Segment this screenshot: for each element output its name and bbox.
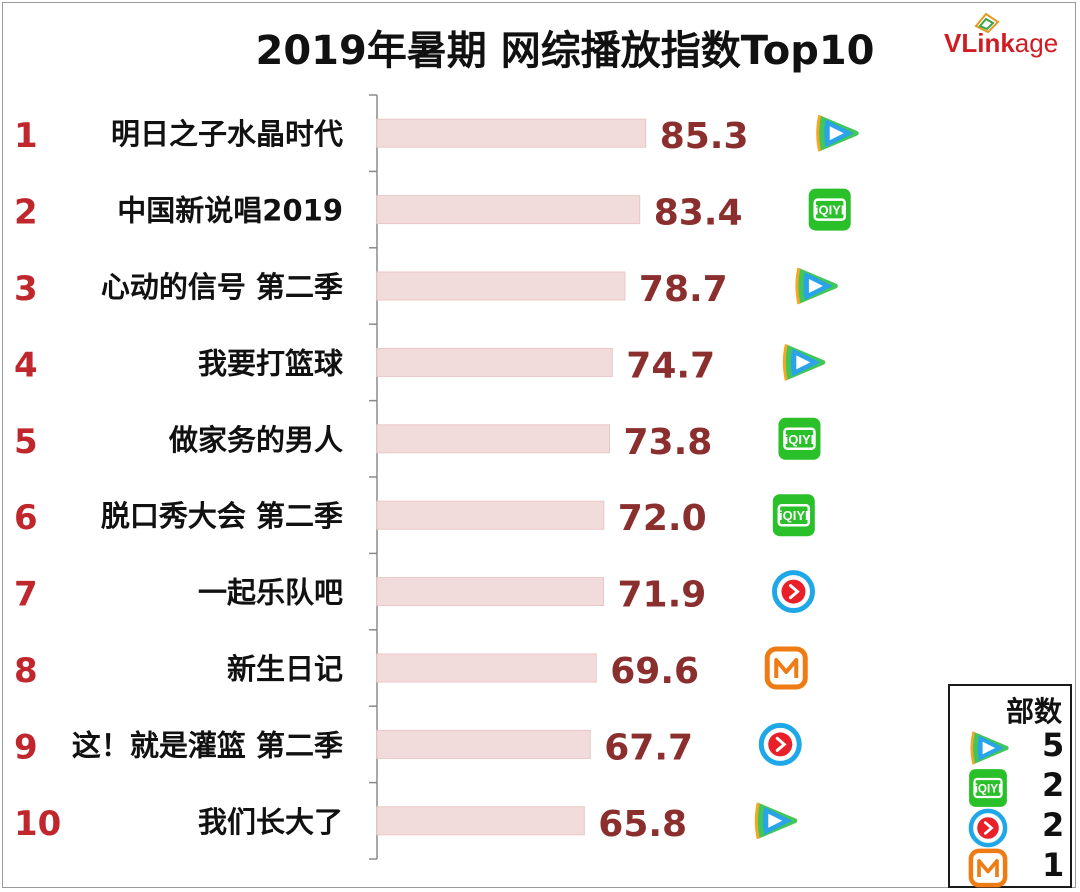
legend-title: 部数 bbox=[1006, 695, 1063, 728]
legend-count: 1 bbox=[1042, 846, 1065, 884]
bar bbox=[376, 500, 605, 530]
value-label: 65.8 bbox=[598, 804, 687, 845]
value-label: 73.8 bbox=[623, 422, 712, 463]
legend-item: 5 bbox=[966, 726, 1066, 766]
tencent-video-icon bbox=[782, 344, 826, 381]
tencent-video-icon bbox=[795, 267, 838, 305]
value-label: 74.7 bbox=[626, 345, 715, 386]
rank-label: 5 bbox=[14, 422, 38, 462]
iqiyi-icon: iQIYI bbox=[772, 494, 815, 537]
value-label: 71.9 bbox=[617, 575, 706, 616]
bar bbox=[376, 195, 641, 225]
bar bbox=[376, 577, 604, 607]
bar bbox=[376, 118, 647, 148]
legend-count: 2 bbox=[1042, 766, 1065, 804]
category-label: 我要打篮球 bbox=[198, 346, 344, 380]
value-label: 67.7 bbox=[604, 727, 693, 768]
category-label: 这！就是灌篮 第二季 bbox=[72, 728, 343, 762]
category-label: 心动的信号 第二季 bbox=[101, 270, 343, 304]
youku-icon bbox=[758, 722, 802, 766]
svg-text:iQIYI: iQIYI bbox=[815, 203, 845, 218]
bar bbox=[376, 424, 610, 454]
rank-label: 7 bbox=[14, 575, 38, 615]
value-label: 72.0 bbox=[618, 498, 707, 539]
bar bbox=[376, 271, 626, 301]
category-label: 新生日记 bbox=[227, 652, 343, 686]
logo-mark-icon bbox=[974, 12, 1000, 34]
category-label: 我们长大了 bbox=[198, 805, 343, 839]
rank-label: 1 bbox=[14, 116, 38, 156]
bar bbox=[376, 347, 613, 377]
tencent-video-icon bbox=[754, 802, 798, 840]
iqiyi-icon: iQIYI bbox=[778, 417, 821, 460]
rank-label: 10 bbox=[14, 804, 61, 844]
rank-label: 9 bbox=[14, 727, 38, 767]
youku-icon bbox=[968, 808, 1008, 848]
bar bbox=[376, 729, 591, 759]
rank-label: 6 bbox=[14, 498, 38, 538]
category-label: 做家务的男人 bbox=[168, 423, 343, 457]
svg-text:iQIYI: iQIYI bbox=[975, 783, 1002, 796]
iqiyi-icon-wrapper: iQIYI bbox=[969, 769, 1007, 807]
legend-count: 5 bbox=[1042, 726, 1065, 764]
category-label: 一起乐队吧 bbox=[198, 576, 343, 610]
category-label: 明日之子水晶时代 bbox=[111, 117, 343, 151]
legend-item: iQIYI 2 bbox=[966, 766, 1066, 807]
logo-text-a: VLink bbox=[944, 28, 1015, 58]
svg-text:iQIYI: iQIYI bbox=[779, 508, 809, 523]
vlinkage-logo: VLinkage bbox=[944, 28, 1058, 59]
iqiyi-icon: iQIYI bbox=[969, 769, 1007, 807]
iqiyi-icon: iQIYI bbox=[808, 188, 851, 231]
mango-tv-icon bbox=[764, 646, 808, 690]
category-label: 中国新说唱2019 bbox=[117, 194, 343, 228]
legend-item: 2 bbox=[966, 806, 1066, 848]
rank-label: 3 bbox=[14, 269, 38, 309]
bar bbox=[376, 653, 597, 683]
mango-tv-icon-wrapper bbox=[968, 848, 1008, 888]
category-label: 脱口秀大会 第二季 bbox=[101, 499, 343, 533]
legend: 部数 5 iQIYI 2 2 1 bbox=[948, 684, 1072, 888]
rank-label: 8 bbox=[14, 651, 38, 691]
value-label: 83.4 bbox=[654, 193, 743, 234]
legend-item: 1 bbox=[966, 846, 1066, 888]
rank-label: 4 bbox=[14, 345, 38, 385]
chart-title: 2019年暑期 网综播放指数Top10 bbox=[255, 28, 875, 74]
youku-icon bbox=[771, 570, 815, 614]
rank-label: 2 bbox=[14, 193, 38, 233]
mango-tv-icon bbox=[968, 848, 1008, 888]
legend-count: 2 bbox=[1042, 806, 1065, 844]
tencent-video-icon-wrapper bbox=[970, 731, 1009, 765]
value-label: 85.3 bbox=[660, 116, 749, 157]
youku-icon-wrapper bbox=[968, 808, 1008, 848]
tencent-video-icon bbox=[816, 114, 859, 152]
svg-text:iQIYI: iQIYI bbox=[785, 432, 815, 447]
tencent-video-icon bbox=[970, 731, 1009, 765]
logo-text-b: age bbox=[1014, 28, 1059, 58]
value-label: 69.6 bbox=[610, 651, 699, 692]
value-label: 78.7 bbox=[639, 269, 728, 310]
bar bbox=[376, 806, 585, 836]
